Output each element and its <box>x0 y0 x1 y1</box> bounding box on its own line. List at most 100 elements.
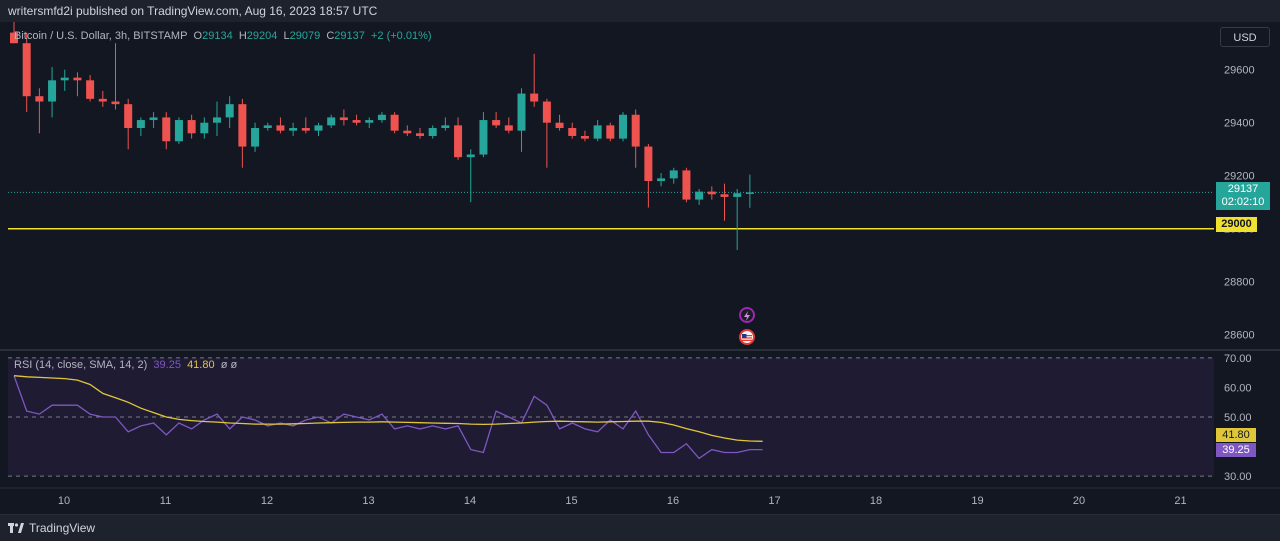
tradingview-logo[interactable]: TradingView <box>8 515 95 541</box>
price-axis-tick: 28800 <box>1224 277 1255 289</box>
candle-body <box>466 154 475 158</box>
lightning-bolt-icon[interactable] <box>739 307 755 323</box>
candle-body <box>733 193 742 197</box>
candle-body <box>98 98 107 102</box>
candle-body <box>707 191 716 195</box>
last-price-value: 29137 <box>1227 183 1259 195</box>
candle-body <box>22 43 31 97</box>
rsi-legend-extra: ø ø <box>220 359 238 371</box>
candle-body <box>530 93 539 102</box>
candle-body <box>542 101 551 123</box>
candle-body <box>301 128 310 131</box>
candle-body <box>479 120 488 155</box>
time-axis-tick: 21 <box>1174 495 1186 507</box>
candle-body <box>314 125 323 131</box>
rsi-legend-value: 39.25 <box>153 359 181 371</box>
candle-body <box>720 194 729 197</box>
candle-body <box>174 120 183 142</box>
footer-bar: TradingView <box>0 514 1280 541</box>
candle-body <box>504 125 513 131</box>
candle-body <box>695 191 704 200</box>
low-value: 29079 <box>289 30 321 42</box>
rsi-axis-tick: 50.00 <box>1224 412 1252 424</box>
open-value: 29134 <box>202 30 233 42</box>
time-axis-tick: 20 <box>1073 495 1085 507</box>
candle-body <box>580 135 589 139</box>
candle-body <box>441 125 450 129</box>
open-label: O <box>193 30 203 42</box>
time-axis: 10 11 12 13 14 15 16 17 18 19 20 21 <box>0 487 1280 507</box>
candle-body <box>124 104 133 129</box>
publish-header: writersmfd2i published on TradingView.co… <box>0 0 1280 22</box>
candle-body <box>35 96 44 102</box>
currency-button[interactable]: USD <box>1220 27 1270 47</box>
lightning-bolt-glyph <box>744 311 750 321</box>
rsi-axis-tick: 70.00 <box>1224 353 1252 365</box>
rsi-axis-tick: 30.00 <box>1224 471 1252 483</box>
high-label: H <box>238 30 247 42</box>
candle-body <box>187 120 196 134</box>
candle-body <box>390 114 399 131</box>
candle-body <box>517 93 526 131</box>
price-axis-tick: 29600 <box>1224 65 1255 77</box>
chart-area[interactable]: 286002880029000292002940029600 30.0040.0… <box>0 22 1280 514</box>
candle-body <box>276 125 285 131</box>
published-text: writersmfd2i published on TradingView.co… <box>8 4 378 18</box>
symbol-name[interactable]: Bitcoin / U.S. Dollar, 3h, BITSTAMP <box>14 30 188 42</box>
candle-body <box>263 125 272 129</box>
candle-body <box>657 178 666 182</box>
candle-body <box>377 114 386 121</box>
candle-body <box>352 120 361 123</box>
candle-body <box>225 104 234 118</box>
rsi-ma-line <box>13 375 763 442</box>
time-axis-tick: 13 <box>362 495 374 507</box>
time-axis-tick: 15 <box>565 495 577 507</box>
candle-body <box>644 146 653 182</box>
candle-body <box>327 117 336 126</box>
candle-body <box>162 117 171 142</box>
candle-body <box>416 133 424 136</box>
tradingview-logo-icon <box>8 523 24 533</box>
time-axis-tick: 11 <box>160 495 171 507</box>
time-axis-tick: 12 <box>261 495 273 507</box>
brand-name: TradingView <box>29 521 96 535</box>
candle-body <box>454 125 463 158</box>
candle-body <box>669 170 678 179</box>
candle-body <box>289 128 298 131</box>
us-flag-icon[interactable] <box>739 329 755 345</box>
candle-body <box>403 130 412 134</box>
candle-body <box>48 80 57 102</box>
candle-body <box>631 114 640 147</box>
time-axis-tick: 17 <box>768 495 780 507</box>
price-axis-tick: 29400 <box>1224 118 1255 130</box>
price-pane: 28600 28800 29000 29200 29400 29600 <box>0 22 1280 351</box>
candle-body <box>251 128 260 147</box>
rsi-ma-legend-value: 41.80 <box>187 359 215 371</box>
candle-body <box>619 114 627 139</box>
low-label: L <box>283 30 290 42</box>
rsi-indicator-name[interactable]: RSI (14, close, SMA, 14, 2) <box>14 359 148 371</box>
candle-body <box>492 120 501 126</box>
rsi-ma-tag: 41.80 <box>1216 428 1256 442</box>
candle-body <box>200 122 209 134</box>
candle-body <box>73 77 82 81</box>
last-price-tag: 29137 02:02:10 <box>1216 182 1270 210</box>
candle-body <box>593 125 602 139</box>
candle-body <box>111 101 120 105</box>
change-value: +2 (+0.01%) <box>371 30 432 42</box>
price-axis-tick: 28600 <box>1224 330 1255 342</box>
bar-countdown: 02:02:10 <box>1221 196 1265 208</box>
candle-body <box>213 117 221 123</box>
rsi-value-tag: 39.25 <box>1216 443 1256 457</box>
time-axis-tick: 18 <box>870 495 882 507</box>
price-legend: Bitcoin / U.S. Dollar, 3h, BITSTAMP O291… <box>14 30 432 42</box>
candle-body <box>60 77 69 81</box>
candle-body <box>745 192 754 194</box>
candle-body <box>682 170 691 200</box>
time-axis-tick: 16 <box>667 495 679 507</box>
high-value: 29204 <box>246 30 278 42</box>
us-flag-glyph <box>742 334 752 341</box>
time-axis-tick: 14 <box>464 495 476 507</box>
time-axis-tick: 19 <box>971 495 983 507</box>
